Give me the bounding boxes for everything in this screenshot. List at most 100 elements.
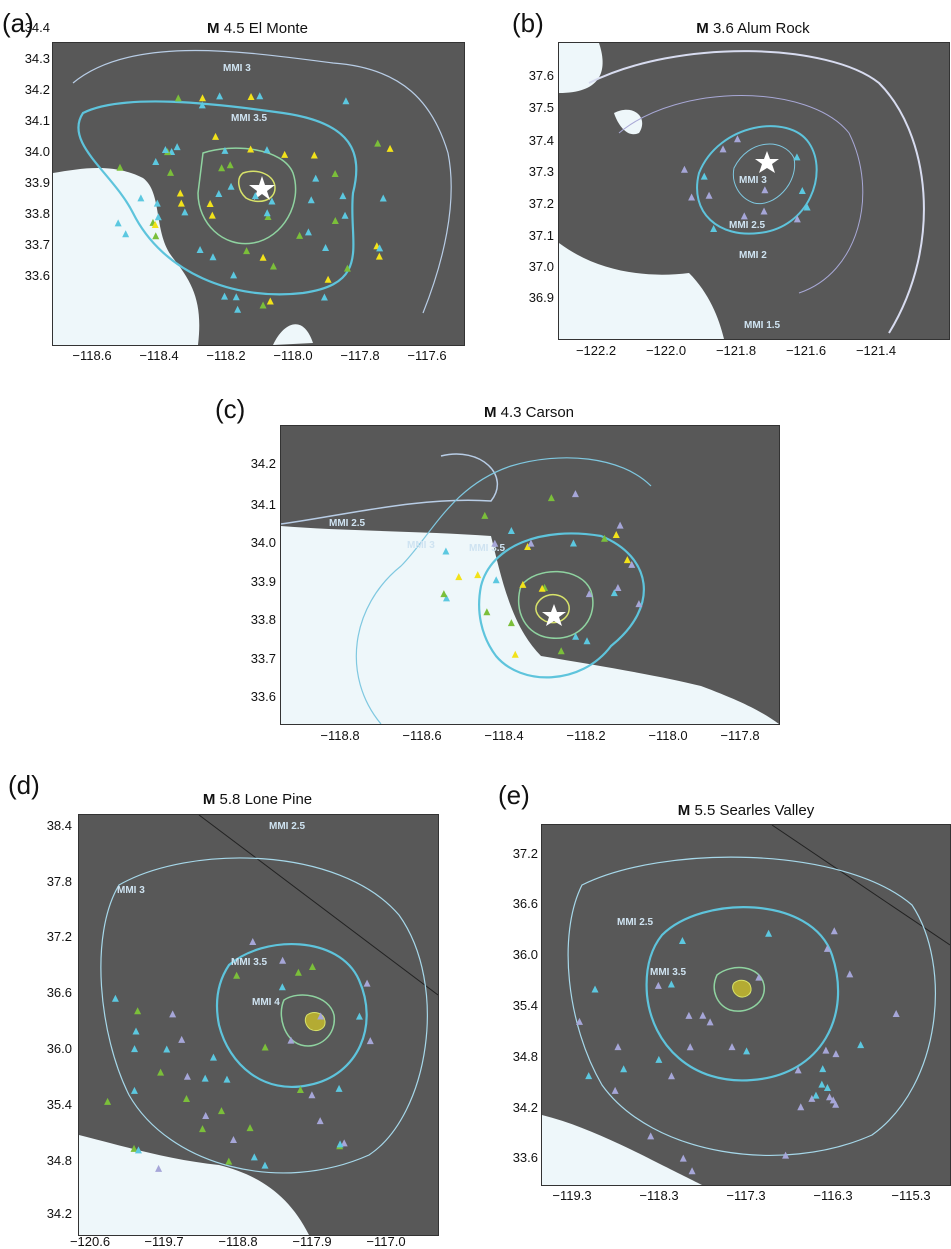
event-name: 5.5 Searles Valley (694, 802, 815, 819)
contour-label: MMI 3.5 (469, 543, 506, 554)
contour-line (197, 147, 297, 245)
map-canvas: MMI 3 MMI 2.5 MMI 2 MMI 1.5 (559, 43, 925, 339)
contour-label: MMI 2.5 (617, 917, 654, 928)
shakemap-a: MMI 3 MMI 3.5 (52, 42, 465, 346)
station-marker (379, 194, 387, 202)
station-marker (823, 1083, 831, 1091)
station-marker (216, 92, 224, 100)
station-marker (322, 244, 330, 252)
x-tick: −117.0 (366, 1234, 406, 1249)
station-marker (765, 929, 773, 937)
y-tick: 36.9 (528, 290, 554, 305)
station-marker (342, 97, 350, 105)
x-tick: −118.2 (206, 348, 246, 363)
ocean-area (79, 1135, 309, 1235)
x-tick: −117.8 (720, 728, 760, 743)
x-tick: −122.2 (575, 343, 617, 358)
station-marker (201, 1074, 209, 1082)
station-marker (331, 169, 339, 177)
y-tick: 34.8 (512, 1049, 538, 1064)
y-tick: 37.0 (528, 259, 554, 274)
station-marker (317, 1012, 325, 1020)
station-marker (304, 228, 312, 236)
contour-label: MMI 3 (407, 540, 435, 551)
station-marker (278, 983, 286, 991)
panel-title: M 4.5 El Monte (52, 20, 463, 37)
x-tick: −117.6 (407, 348, 447, 363)
station-marker (227, 182, 235, 190)
station-marker (339, 192, 347, 200)
station-marker (519, 580, 527, 588)
panel-title: M 4.3 Carson (280, 404, 778, 421)
station-marker (161, 146, 169, 154)
magnitude-prefix: M (483, 404, 497, 421)
x-tick: −121.6 (785, 343, 827, 358)
station-marker (647, 1132, 655, 1140)
contour-line (478, 532, 645, 679)
panel-label: (d) (8, 770, 40, 800)
station-marker (340, 1139, 348, 1147)
contour-line (696, 125, 818, 235)
station-marker (336, 1140, 344, 1148)
contour-line (72, 49, 452, 314)
contour-label: MMI 2 (739, 250, 767, 261)
station-marker (575, 1017, 583, 1025)
station-marker (728, 1043, 736, 1051)
station-marker (279, 956, 287, 964)
station-marker (177, 199, 185, 207)
y-tick: 37.4 (528, 133, 554, 148)
state-border (771, 825, 950, 946)
panel-title: M 5.5 Searles Valley (541, 802, 951, 819)
station-marker (507, 619, 515, 627)
ocean-area (281, 526, 779, 724)
station-marker (259, 253, 267, 261)
station-marker (247, 92, 255, 100)
station-marker (803, 203, 811, 211)
contour-label: MMI 3.5 (650, 967, 687, 978)
station-marker (130, 1086, 138, 1094)
y-tick: 37.5 (528, 100, 554, 115)
station-marker (507, 526, 515, 534)
station-marker (611, 1086, 619, 1094)
station-marker (455, 573, 463, 581)
station-marker (122, 230, 130, 238)
station-marker (614, 584, 622, 592)
station-marker (234, 305, 242, 313)
station-marker (819, 1065, 827, 1073)
station-marker (822, 1046, 830, 1054)
x-tick: −115.3 (891, 1188, 931, 1203)
station-marker (374, 139, 382, 147)
y-tick: 34.2 (250, 456, 276, 471)
x-tick: −121.8 (715, 343, 757, 358)
station-marker (247, 145, 255, 153)
contour-label: MMI 2.5 (269, 821, 306, 832)
station-marker (221, 146, 229, 154)
station-marker (527, 539, 535, 547)
station-marker (209, 253, 217, 261)
map-canvas: MMI 2.5 MMI 3.5 (542, 825, 950, 1185)
station-marker (442, 594, 450, 602)
station-marker (202, 1111, 210, 1119)
map-canvas: MMI 3 MMI 3.5 (53, 49, 452, 345)
epicenter-star (249, 176, 275, 200)
station-marker (557, 647, 565, 655)
station-marker (818, 1080, 826, 1088)
station-marker (375, 252, 383, 260)
y-tick: 37.6 (528, 68, 554, 83)
station-marker (232, 293, 240, 301)
station-marker (212, 132, 220, 140)
station-marker (174, 94, 182, 102)
ocean-area (53, 168, 200, 345)
contour-line (517, 570, 594, 639)
y-tick: 34.0 (250, 535, 276, 550)
contour-line (280, 994, 335, 1047)
station-marker (830, 927, 838, 935)
station-marker (320, 293, 328, 301)
magnitude-prefix: M (202, 791, 216, 808)
y-tick: 33.9 (250, 574, 276, 589)
magnitude-prefix: M (696, 20, 709, 37)
event-name: 4.3 Carson (500, 404, 575, 421)
x-tick: −118.3 (639, 1188, 679, 1203)
station-marker (572, 632, 580, 640)
station-marker (481, 511, 489, 519)
